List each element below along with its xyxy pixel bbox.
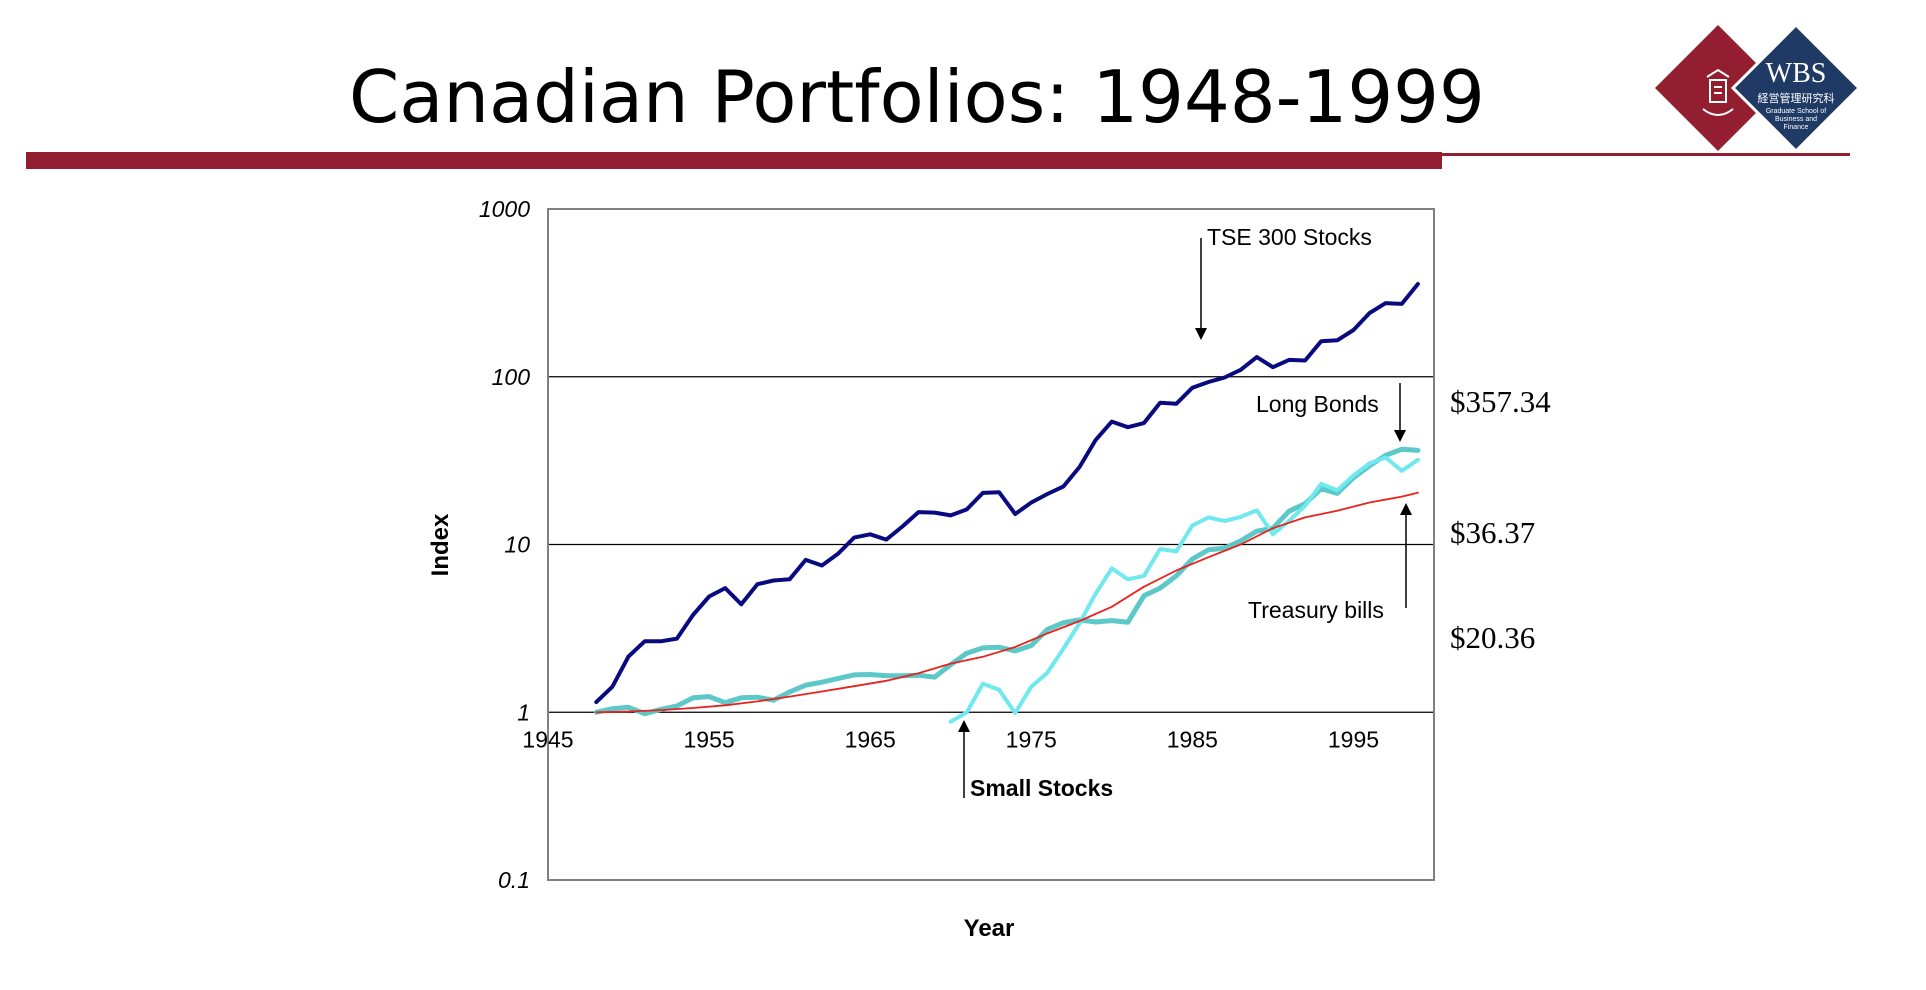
annotation-small-arrow-icon	[958, 720, 970, 732]
gridlines	[548, 376, 1434, 713]
annotation-small: Small Stocks	[970, 775, 1113, 801]
series-line-bills	[595, 491, 1419, 714]
annotation-tse: TSE 300 Stocks	[1207, 224, 1372, 250]
y-tick-label: 100	[492, 364, 531, 390]
x-axis-title: Year	[964, 915, 1015, 942]
series-line-small	[948, 455, 1420, 724]
wbs-diamond	[1730, 25, 1860, 154]
annotation-bills-arrow-icon	[1400, 503, 1412, 515]
annotation-bonds-arrow-icon	[1394, 430, 1406, 442]
tick-labels: 1945 1955 1965 1975 1985 1995 1000 100 10 1 0.1	[479, 196, 1379, 893]
y-tick-label: 10	[504, 532, 530, 558]
x-tick-label: 1975	[1006, 726, 1057, 752]
title-underline	[1442, 153, 1850, 156]
x-tick-label: 1985	[1167, 726, 1218, 752]
wbs-logo: WBS 経営管理研究科 Graduate School of Business …	[1655, 25, 1860, 154]
x-tick-label: 1965	[845, 726, 896, 752]
logo-subtitle: 経営管理研究科	[1758, 91, 1835, 105]
x-tick-label: 1995	[1328, 726, 1379, 752]
y-tick-label: 1	[517, 699, 530, 725]
series-line-tse	[594, 282, 1420, 705]
y-tick-label: 0.1	[498, 867, 530, 893]
logo-name: WBS	[1766, 58, 1827, 89]
title-bar	[26, 152, 1442, 169]
x-tick-label: 1955	[684, 726, 735, 752]
value-stocks: $357.34	[1450, 384, 1551, 419]
plot-frame	[547, 208, 1435, 881]
y-axis-title: Index	[427, 513, 454, 576]
university-seal-icon	[1702, 68, 1734, 116]
slide-title: Canadian Portfolios: 1948-1999	[349, 55, 1485, 139]
series-group	[593, 282, 1421, 724]
value-bills: $20.36	[1450, 620, 1536, 655]
logo-tagline-1: Graduate School of	[1766, 108, 1826, 115]
annotation-bonds: Long Bonds	[1256, 391, 1379, 417]
annotation-tse-arrow-icon	[1195, 328, 1207, 340]
x-tick-label: 1945	[522, 726, 573, 752]
logo-tagline-2: Business and	[1775, 116, 1817, 123]
logo-tagline-3: Finance	[1784, 124, 1809, 131]
y-tick-label: 1000	[479, 196, 530, 222]
value-bonds: $36.37	[1450, 515, 1536, 550]
series-line-bonds	[593, 446, 1421, 717]
annotation-bills: Treasury bills	[1248, 597, 1384, 623]
